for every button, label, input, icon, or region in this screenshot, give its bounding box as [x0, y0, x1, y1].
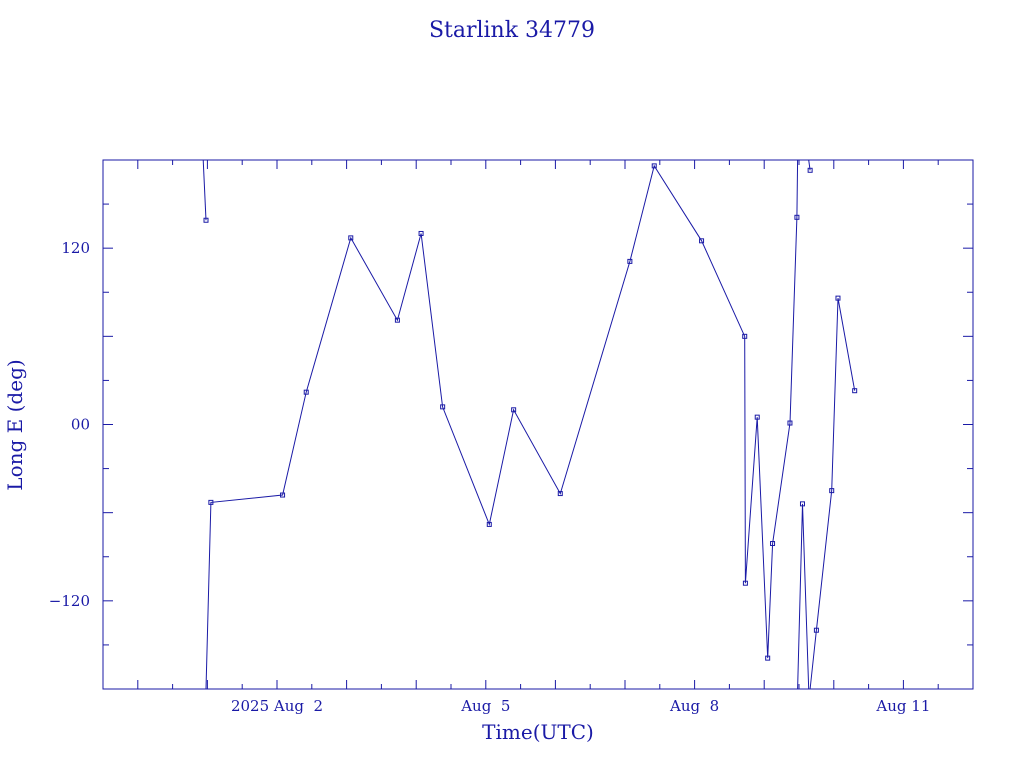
- data-point: [280, 492, 286, 498]
- series-line-segment: [797, 503, 810, 690]
- data-point: [754, 414, 760, 420]
- data-point: [486, 521, 492, 527]
- x-tick-label: Aug 8: [669, 697, 719, 715]
- data-point: [787, 420, 793, 426]
- data-point: [699, 238, 705, 244]
- plot-frame: [102, 159, 974, 690]
- data-point: [440, 404, 446, 410]
- data-point: [770, 541, 776, 547]
- data-point: [829, 488, 835, 494]
- data-point: [557, 491, 563, 497]
- series-line-segment: [809, 298, 856, 690]
- data-point: [348, 235, 354, 241]
- y-tick-label: −120: [49, 592, 90, 610]
- data-point: [835, 295, 841, 301]
- data-point: [807, 167, 813, 173]
- data-point: [742, 333, 748, 339]
- data-point: [418, 230, 424, 236]
- data-point: [794, 214, 800, 220]
- tick-labels: 2025 Aug 2 Aug 5 Aug 8 Aug 11 120 00 −120: [49, 239, 931, 715]
- series-line-segment: [205, 159, 799, 690]
- data-point: [394, 317, 400, 323]
- data-point: [765, 655, 771, 661]
- x-tick-label: Aug 5: [460, 697, 510, 715]
- data-point: [203, 217, 209, 223]
- x-tick-label: Aug 11: [875, 697, 930, 715]
- data-point: [742, 580, 748, 586]
- x-axis-label: Time(UTC): [482, 720, 594, 744]
- chart-title: Starlink 34779: [429, 18, 595, 43]
- data-point: [627, 258, 633, 264]
- series-lines: [202, 159, 856, 690]
- x-tick-label: 2025 Aug 2: [231, 697, 323, 715]
- data-point: [799, 501, 805, 507]
- data-points: [203, 163, 858, 661]
- data-point: [303, 389, 309, 395]
- data-point: [208, 499, 214, 505]
- axis-ticks: [102, 160, 974, 689]
- data-point: [813, 627, 819, 633]
- data-point: [852, 388, 858, 394]
- data-point: [511, 407, 517, 413]
- y-tick-label: 120: [61, 239, 90, 257]
- y-axis-label: Long E (deg): [3, 359, 27, 490]
- y-tick-label: 00: [71, 416, 90, 434]
- data-point: [651, 163, 657, 169]
- series-line-segment: [202, 159, 207, 221]
